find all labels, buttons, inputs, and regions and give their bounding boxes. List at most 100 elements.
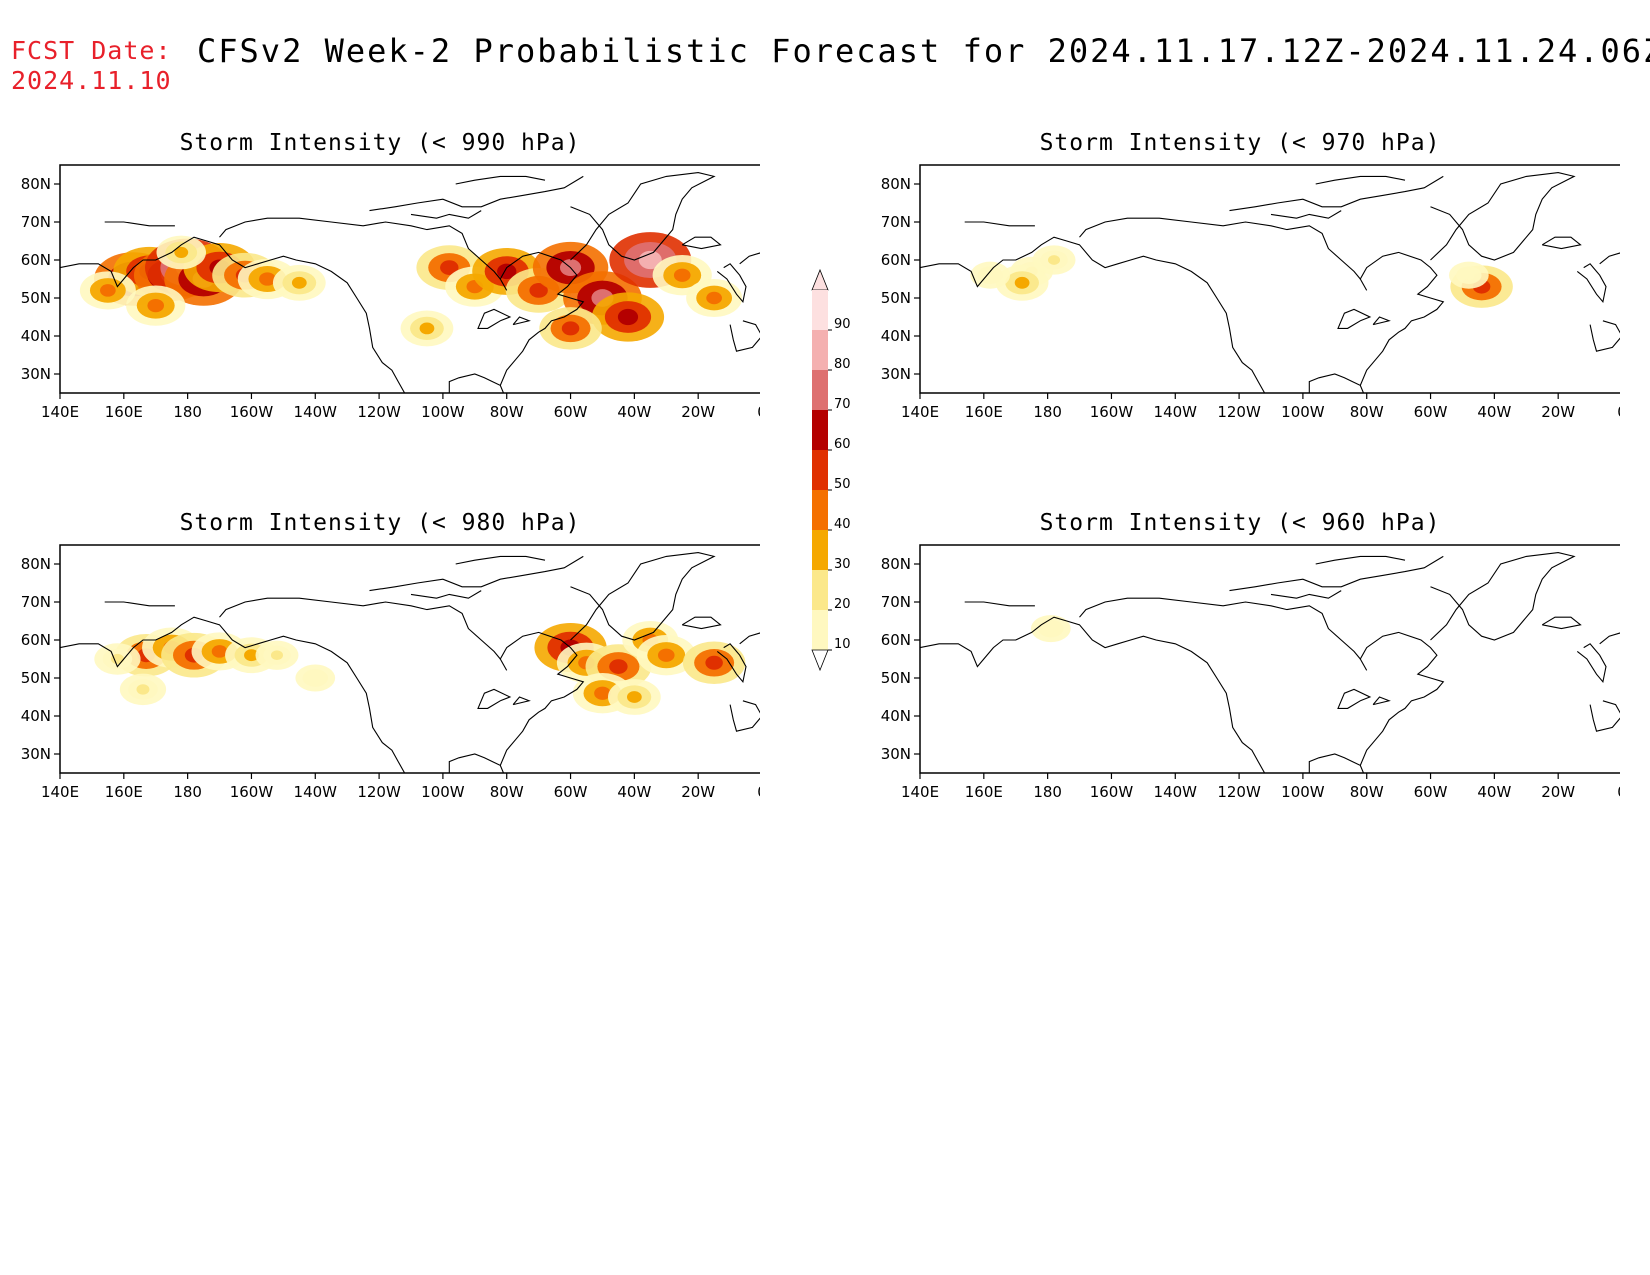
coastline: [1308, 373, 1365, 393]
colorbar-label: 50: [834, 477, 851, 492]
coastline: [1079, 217, 1361, 280]
coastline: [964, 601, 1035, 607]
probability-core: [419, 322, 435, 335]
coastline: [681, 236, 722, 250]
panel-990hpa: Storm Intensity (< 990 hPa) 140E 160E 180 1…: [0, 130, 760, 420]
color-legend: 10 20 30 40 50 60 70 80 90: [811, 268, 851, 672]
lon-tick-label: 180: [1033, 403, 1062, 420]
coastline: [1576, 263, 1607, 304]
colorbar-swatch: [812, 610, 828, 650]
colorbar-label: 30: [834, 557, 851, 572]
page-title: CFSv2 Week-2 Probabilistic Forecast for …: [197, 32, 1650, 70]
lon-tick-label: 20W: [681, 403, 715, 420]
coastline: [512, 696, 531, 706]
coastlines: [60, 552, 760, 773]
colorbar-label: 20: [834, 597, 851, 612]
probability-core: [1014, 276, 1030, 289]
lat-tick-label: 70N: [21, 213, 51, 231]
lon-tick-label: 140E: [41, 783, 79, 800]
lon-tick-label: 20W: [1541, 783, 1575, 800]
coastline: [1270, 590, 1342, 599]
probability-core: [136, 684, 150, 695]
probability-core: [110, 653, 124, 665]
lat-tick-label: 40N: [881, 327, 911, 345]
coastline: [1599, 632, 1620, 645]
coastline: [716, 263, 747, 304]
lat-tick-label: 60N: [21, 251, 51, 269]
coastline: [1372, 316, 1391, 326]
coastline: [716, 643, 747, 684]
lon-tick-label: 40W: [617, 783, 651, 800]
map-990hpa: 140E 160E 180 160W 140W 120W 100W 80W 60W 40W 20W 0…: [21, 164, 760, 420]
coastline: [477, 688, 512, 709]
lat-tick-label: 50N: [881, 289, 911, 307]
lon-tick-label: 120W: [1217, 783, 1261, 800]
forecast-date-block: FCST Date: 2024.11.10: [11, 36, 172, 96]
coastline: [410, 210, 482, 219]
probability-core: [309, 673, 321, 683]
panel-980hpa: Storm Intensity (< 980 hPa) 140E 160E 180 1…: [0, 510, 760, 800]
coastline: [1589, 700, 1620, 732]
probability-core: [259, 272, 276, 286]
lon-tick-label: 160W: [230, 783, 274, 800]
lon-tick-label: 140W: [1154, 783, 1198, 800]
lat-tick-label: 30N: [21, 365, 51, 383]
probability-core: [561, 321, 580, 336]
coastline: [1308, 753, 1365, 773]
lon-tick-label: 160W: [1090, 403, 1134, 420]
lon-tick-label: 100W: [1281, 403, 1325, 420]
lon-tick-label: 180: [1033, 783, 1062, 800]
coastline: [570, 552, 716, 641]
coastline: [410, 590, 482, 599]
lon-tick-label: 160W: [1090, 783, 1134, 800]
coastline: [739, 632, 760, 645]
lon-tick-label: 0: [757, 403, 760, 420]
colorbar-label: 40: [834, 517, 851, 532]
coastline: [1229, 175, 1444, 212]
colorbar-label: 60: [834, 437, 851, 452]
colorbar-swatch: [812, 530, 828, 570]
lon-tick-label: 120W: [357, 403, 401, 420]
colorbar-swatch: [812, 410, 828, 450]
lat-tick-label: 40N: [21, 707, 51, 725]
lat-tick-label: 70N: [881, 593, 911, 611]
coastline: [920, 236, 1266, 393]
coastline: [964, 221, 1035, 227]
coastline: [1079, 597, 1361, 660]
forecast-date-label: FCST Date:: [11, 36, 172, 65]
coastline: [1599, 252, 1620, 265]
lat-tick-label: 30N: [881, 745, 911, 763]
colorbar-label: 10: [834, 637, 851, 652]
colorbar-swatch: [812, 330, 828, 370]
coastline: [512, 316, 531, 326]
coastline: [1541, 616, 1582, 630]
coastline: [448, 753, 505, 773]
coastlines: [920, 552, 1620, 773]
lat-tick-label: 60N: [21, 631, 51, 649]
lat-tick-label: 30N: [21, 745, 51, 763]
coastline: [1541, 236, 1582, 250]
lon-tick-label: 120W: [1217, 403, 1261, 420]
coastline: [1337, 308, 1372, 329]
probability-core: [705, 655, 723, 670]
probability-core: [211, 645, 228, 658]
lat-tick-label: 50N: [21, 669, 51, 687]
probability-field: [970, 245, 1513, 308]
coastline: [1315, 175, 1406, 185]
lat-tick-label: 30N: [881, 365, 911, 383]
coastline: [920, 616, 1266, 773]
probability-core: [657, 648, 675, 662]
probability-core: [1045, 624, 1057, 634]
map-980hpa: 140E 160E 180 160W 140W 120W 100W 80W 60W 40W 20W 0…: [21, 544, 760, 800]
colorbar-label: 70: [834, 397, 851, 412]
panel-title: Storm Intensity (< 960 hPa): [1039, 510, 1441, 536]
lat-tick-label: 80N: [21, 175, 51, 193]
lon-tick-label: 140W: [294, 403, 338, 420]
lat-tick-label: 50N: [21, 289, 51, 307]
lon-tick-label: 60W: [554, 403, 588, 420]
map-frame: [59, 164, 760, 394]
lon-tick-label: 100W: [1281, 783, 1325, 800]
lon-tick-label: 80W: [1350, 403, 1384, 420]
coastline: [455, 175, 546, 185]
coastline: [499, 251, 585, 386]
